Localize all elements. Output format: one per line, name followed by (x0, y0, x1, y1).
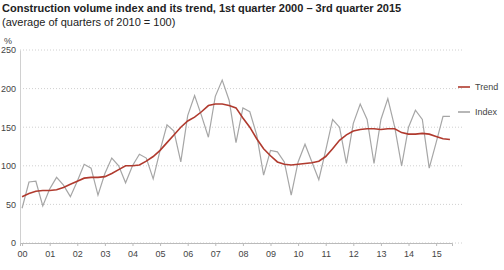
series-line (22, 80, 450, 208)
x-tick-label: 13 (376, 249, 386, 259)
grid-line (20, 88, 462, 89)
legend-label: Index (475, 107, 498, 117)
x-tick-mark (353, 243, 354, 246)
grid (20, 50, 462, 243)
y-tick-label: 0 (11, 238, 16, 248)
x-tick-label: 03 (100, 249, 110, 259)
plot-area (22, 80, 450, 208)
x-tick: 13 (376, 243, 386, 259)
x-axis: 00 01 02 03 04 05 06 07 08 09 10 11 12 13 14 15 (18, 243, 453, 259)
x-tick-label: 12 (349, 249, 359, 259)
x-tick-mark (188, 243, 189, 246)
x-tick: 03 (100, 243, 110, 259)
x-axis-line (21, 244, 453, 247)
y-tick-label: 150 (1, 123, 16, 133)
x-tick: 14 (404, 243, 414, 259)
series-line (22, 104, 450, 197)
x-tick-label: 00 (18, 249, 28, 259)
legend-swatch (458, 111, 470, 113)
y-tick: 200 (1, 84, 20, 94)
subtitle: (average of quarters of 2010 = 100) (2, 16, 175, 28)
x-tick-label: 04 (128, 249, 138, 259)
y-tick: 0 (11, 238, 20, 248)
y-tick-label: 200 (1, 84, 16, 94)
x-tick-mark (132, 243, 133, 246)
x-tick-mark (326, 243, 327, 246)
x-tick-mark (409, 243, 410, 246)
x-tick-label: 15 (432, 249, 442, 259)
y-tick: 250 (1, 45, 20, 55)
x-tick-mark (105, 243, 106, 246)
x-tick-label: 01 (45, 249, 55, 259)
legend-swatch (458, 86, 470, 88)
x-tick: 07 (211, 243, 221, 259)
y-tick: 50 (6, 200, 20, 210)
y-axis: 0 50 100 150 200 250 (1, 45, 21, 248)
x-tick: 11 (322, 243, 331, 259)
x-tick-mark (381, 243, 382, 246)
x-tick: 15 (432, 243, 442, 259)
x-tick: 00 (18, 243, 28, 259)
x-tick: 02 (73, 243, 83, 259)
x-tick-label: 05 (156, 249, 166, 259)
x-tick: 09 (266, 243, 276, 259)
x-tick-mark (77, 243, 78, 246)
x-tick-label: 07 (211, 249, 221, 259)
y-tick-label: 50 (6, 200, 16, 210)
x-tick: 05 (156, 243, 166, 259)
x-tick-label: 06 (183, 249, 193, 259)
x-tick: 04 (128, 243, 138, 259)
x-tick: 06 (183, 243, 193, 259)
x-tick-label: 10 (294, 249, 304, 259)
grid-line (20, 127, 462, 128)
x-tick-mark (215, 243, 216, 246)
y-tick-label: 100 (1, 161, 16, 171)
x-tick-label: 11 (322, 249, 331, 259)
x-tick: 10 (294, 243, 304, 259)
x-tick-label: 09 (266, 249, 276, 259)
x-tick-mark (271, 243, 272, 246)
x-tick: 01 (45, 243, 55, 259)
x-tick-mark (243, 243, 244, 246)
x-tick-mark (50, 243, 51, 246)
x-tick-mark (160, 243, 161, 246)
x-tick: 08 (238, 243, 248, 259)
grid-line (20, 204, 462, 205)
x-tick-mark (436, 243, 437, 246)
legend: Trend Index (458, 82, 498, 117)
y-tick-label: 250 (1, 45, 16, 55)
x-tick-mark (298, 243, 299, 246)
x-tick-mark (22, 243, 23, 246)
x-tick-label: 08 (238, 249, 248, 259)
title: Construction volume index and its trend,… (2, 2, 401, 14)
grid-line (20, 50, 462, 51)
x-tick-label: 02 (73, 249, 83, 259)
legend-label: Trend (475, 82, 498, 92)
y-tick: 150 (1, 123, 20, 133)
x-tick: 12 (349, 243, 359, 259)
x-tick-label: 14 (404, 249, 414, 259)
y-tick: 100 (1, 161, 20, 171)
y-axis-line (20, 51, 21, 244)
chart: Construction volume index and its trend,… (0, 0, 504, 270)
